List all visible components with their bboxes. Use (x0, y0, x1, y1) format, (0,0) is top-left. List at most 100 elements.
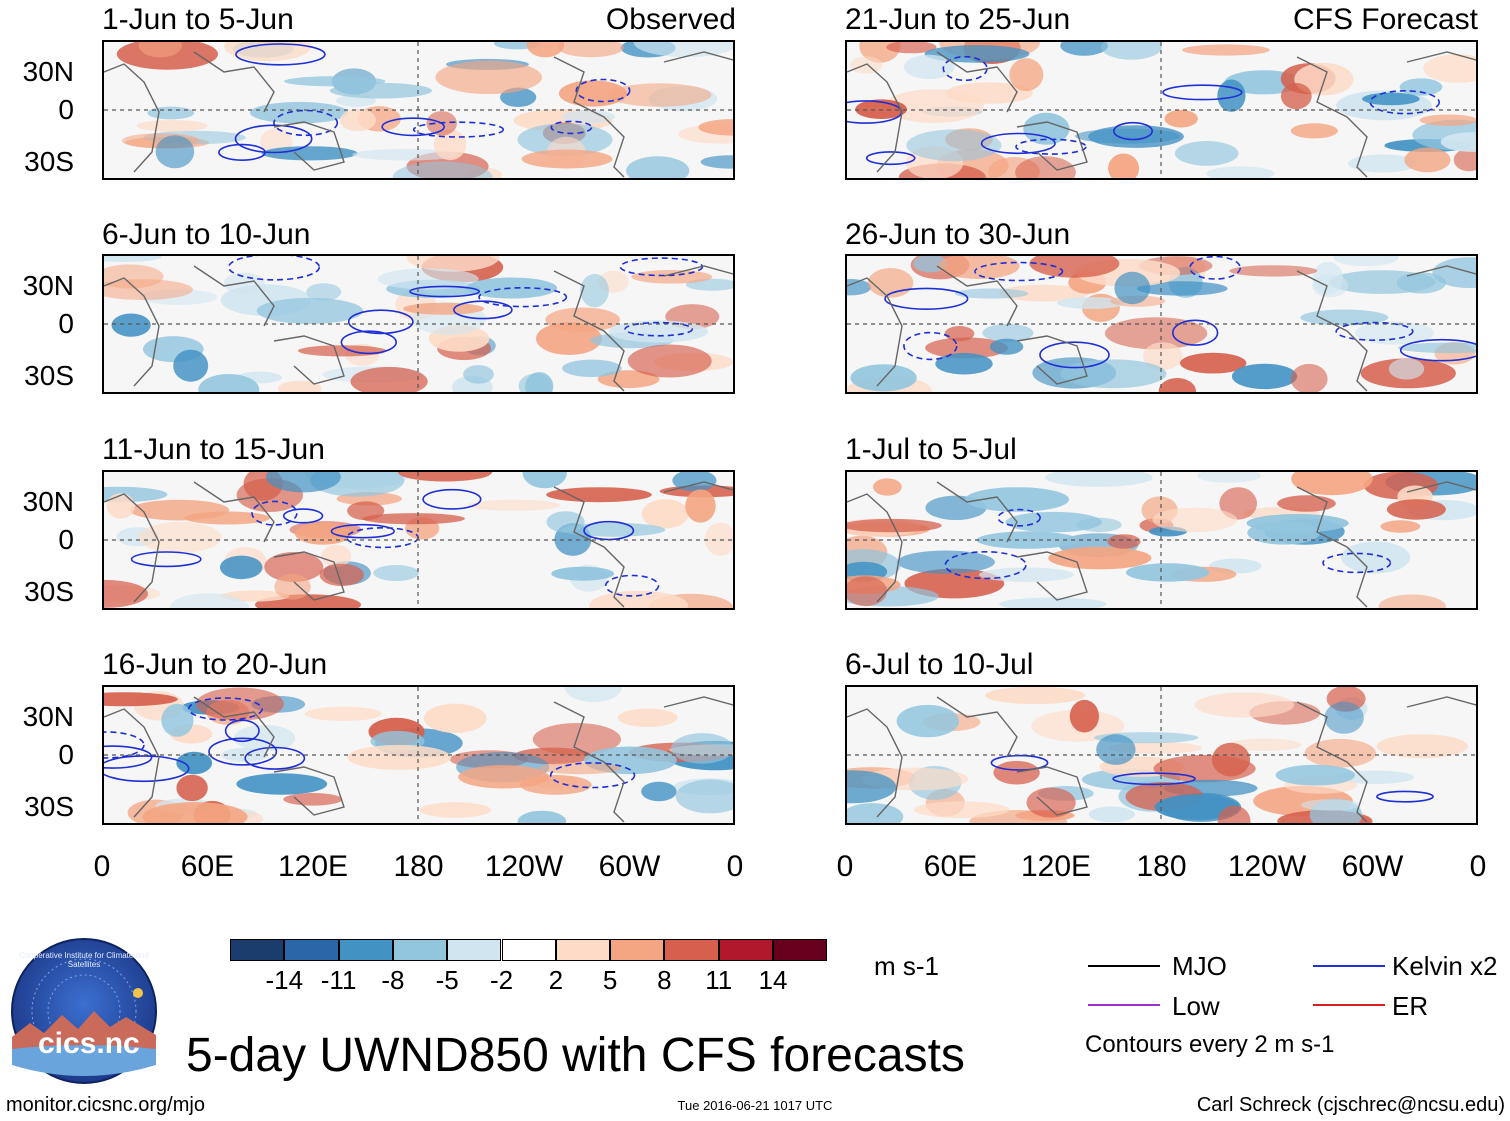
map-field (104, 42, 733, 178)
anomaly-blob (1290, 123, 1338, 139)
anomaly-blob (1219, 487, 1257, 520)
map-field (847, 472, 1476, 608)
anomaly-blob (234, 724, 296, 752)
anomaly-blob (155, 135, 195, 169)
anomaly-blob (1304, 738, 1376, 768)
colorbar-swatch (230, 939, 285, 961)
map-panel-4 (102, 685, 735, 825)
lat-label: 0 (58, 524, 74, 555)
lon-label: 0 (726, 850, 744, 883)
colorbar-swatch (501, 939, 556, 961)
anomaly-blob (847, 576, 888, 607)
lon-label: 60E (923, 850, 978, 883)
kelvin-contour (974, 261, 1064, 282)
anomaly-blob (1154, 794, 1240, 820)
anomaly-blob (1136, 281, 1228, 296)
anomaly-blob (855, 99, 907, 119)
anomaly-blob (1044, 472, 1153, 487)
lat-label: 30S (24, 360, 74, 391)
kelvin-contour (282, 508, 324, 524)
anomaly-blob (1229, 265, 1318, 277)
anomaly-blob (264, 552, 324, 582)
anomaly-blob (982, 323, 1034, 342)
panel-title-8: 6-Jul to 10-Jul (845, 648, 1034, 681)
colorbar-label: -14 (265, 965, 304, 995)
kelvin-contour (1335, 321, 1414, 341)
kelvin-contour (330, 523, 395, 539)
anomaly-blob (1440, 132, 1476, 152)
kelvin-contour (903, 331, 958, 361)
map-field (104, 256, 733, 392)
anomaly-blob (1355, 321, 1434, 345)
legend-contour-note: Contours every 2 m s-1 (1085, 1031, 1335, 1058)
anomaly-blob (350, 366, 428, 392)
colorbar-label: 14 (758, 965, 788, 995)
kelvin-contour (409, 285, 480, 298)
anomaly-blob (944, 326, 975, 342)
legend-er-label: ER (1392, 991, 1429, 1021)
anomaly-blob (896, 704, 959, 738)
panel-tag-forecast: CFS Forecast (1292, 3, 1478, 36)
anomaly-blob (1015, 156, 1076, 178)
anomaly-blob (138, 521, 222, 553)
anomaly-blob (580, 273, 609, 308)
panel-tag-observed: Observed (605, 3, 736, 36)
anomaly-blob (176, 774, 208, 802)
anomaly-blob (847, 770, 897, 804)
footer-url: monitor.cicsnc.org/mjo (6, 1094, 205, 1116)
anomaly-blob (1174, 141, 1239, 166)
anomaly-blob (1158, 378, 1196, 392)
map-field (847, 256, 1476, 392)
anomaly-blob (999, 597, 1107, 608)
anomaly-blob (1380, 520, 1421, 533)
legend-kelvin-line (1313, 965, 1385, 967)
anomaly-blob (1029, 256, 1120, 278)
kelvin-contour (550, 120, 593, 135)
kelvin-contour (1015, 138, 1087, 155)
anomaly-blob (985, 687, 1086, 705)
anomaly-blob (978, 567, 1075, 582)
anomaly-blob (1107, 534, 1141, 549)
anomaly-blob (406, 256, 500, 272)
kelvin-contour (381, 117, 446, 137)
kelvin-contour (187, 697, 263, 721)
anomaly-blob (423, 703, 487, 733)
legend-low-label: Low (1172, 991, 1220, 1021)
kelvin-contour (340, 330, 397, 355)
anomaly-blob (1060, 359, 1167, 389)
colorbar-swatch (447, 939, 502, 961)
kelvin-contour (1162, 84, 1243, 101)
anomaly-blob (1194, 692, 1295, 718)
anomaly-blob (631, 270, 713, 284)
anomaly-blob (1069, 699, 1099, 733)
coastline (104, 51, 733, 178)
lat-label: 30N (22, 270, 74, 301)
anomaly-blob (608, 320, 709, 343)
colorbar-label: 5 (602, 965, 618, 995)
kelvin-contour (235, 43, 326, 66)
kelvin-contour (990, 754, 1049, 771)
colorbar-label: 8 (657, 965, 672, 995)
anomaly-blob (607, 83, 712, 107)
coastline (847, 51, 1476, 178)
anomaly-blob (250, 101, 349, 124)
anomaly-blob (536, 322, 602, 355)
kelvin-contour (980, 132, 1056, 155)
colorbar-label: -8 (381, 965, 405, 995)
anomaly-blob (1143, 342, 1183, 370)
cics-logo: cics.nc Cooperative Institute for Climat… (10, 937, 158, 1085)
anomaly-blob (261, 146, 358, 161)
anomaly-blob (1180, 352, 1247, 374)
kelvin-contour (478, 287, 568, 308)
logo-wordmark: cics.nc (38, 1027, 140, 1060)
lon-label: 60W (1341, 850, 1404, 883)
anomaly-blob (903, 54, 955, 79)
anomaly-blob (1228, 738, 1302, 751)
anomaly-blob (1152, 507, 1238, 532)
anomaly-blob (597, 370, 660, 389)
footer-author: Carl Schreck (cjschrec@ncsu.edu) (1196, 1094, 1505, 1116)
legend-mjo-line (1088, 965, 1160, 967)
kelvin-contour (1112, 772, 1196, 786)
colorbar-swatch (284, 939, 339, 961)
anomaly-blob (373, 565, 420, 581)
